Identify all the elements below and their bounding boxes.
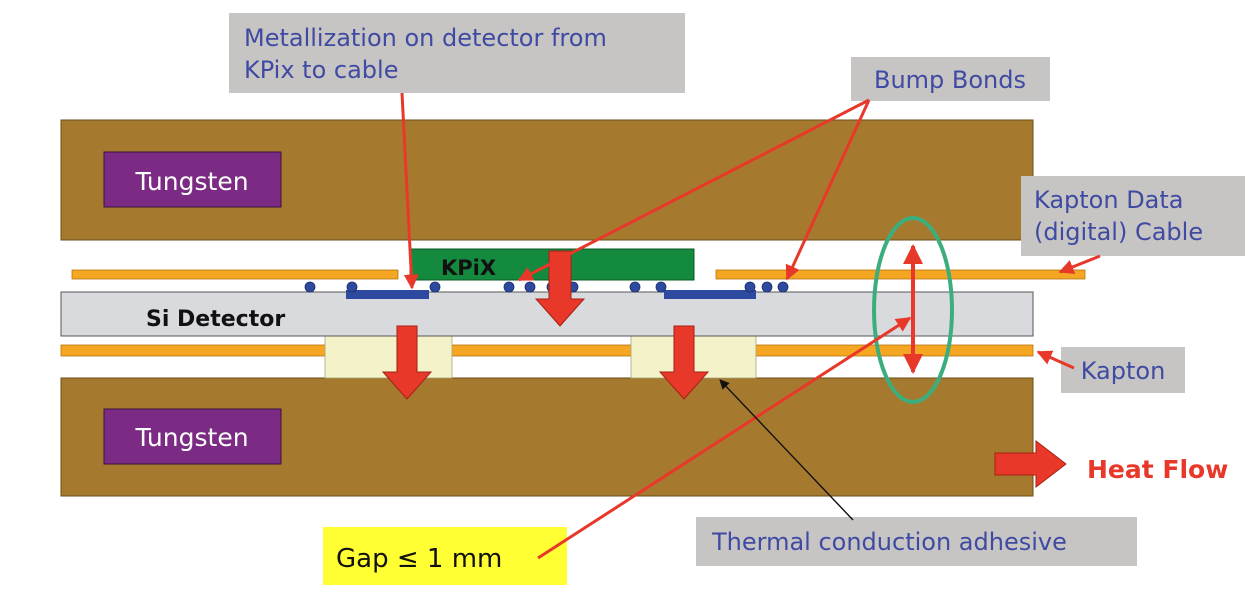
bump-bond — [429, 281, 441, 293]
bump-bond — [304, 281, 316, 293]
kapton-data-cable-callout-text: Kapton Data (digital) Cable — [1034, 186, 1203, 246]
kapton-cable-right — [715, 269, 1086, 280]
metallization-callout-box — [229, 13, 685, 93]
kapton-callout-text: Kapton — [1081, 357, 1166, 385]
heat-arrow-down-left — [381, 325, 433, 400]
heat-arrow-down-chip — [534, 250, 586, 327]
gap-highlight-ellipse — [872, 216, 954, 404]
kpix-label: KPiX — [441, 256, 496, 280]
metallization-pointer — [400, 92, 419, 290]
tungsten-top-label-box — [103, 151, 282, 208]
metallization-line-1: Metallization on detector from — [244, 24, 607, 52]
kapton-callout-box — [1061, 347, 1185, 393]
metallization-pad-left — [346, 290, 429, 299]
bump-bond — [346, 281, 358, 293]
bump-bond — [744, 281, 756, 293]
gap-callout-box — [323, 527, 567, 585]
bump-bond — [524, 281, 536, 293]
thermal-adhesive-callout-box — [696, 517, 1137, 566]
kapton-data-cable-line-1: Kapton Data — [1034, 186, 1184, 214]
si-detector-label: Si Detector — [146, 307, 285, 332]
gap-callout-text: Gap ≤ 1 mm — [336, 544, 502, 574]
bump-bonds-pointer-left — [517, 98, 870, 282]
tungsten-top-label: Tungsten — [134, 167, 248, 196]
bump-bond — [629, 281, 641, 293]
thermal-adhesive-pointer — [719, 379, 854, 521]
metallization-line-2: KPix to cable — [244, 56, 398, 84]
tungsten-bottom-label-box — [103, 408, 282, 465]
kapton-pointer — [1036, 350, 1075, 370]
heat-flow-arrow — [994, 439, 1067, 489]
bump-bond — [503, 281, 515, 293]
kapton-data-cable-line-2: (digital) Cable — [1034, 218, 1203, 246]
bump-bonds-pointer-right — [785, 99, 871, 281]
bump-bond — [777, 281, 789, 293]
bump-bonds-callout-box — [851, 57, 1050, 101]
bump-bonds-callout-text: Bump Bonds — [874, 66, 1026, 94]
heat-arrows-down — [381, 250, 710, 400]
kapton-data-cable-callout-box — [1021, 176, 1245, 256]
bump-bond — [761, 281, 773, 293]
kapton-bottom-strip — [60, 344, 1034, 357]
adhesive-block-left — [324, 335, 453, 379]
metallization-callout-text: Metallization on detector from KPix to c… — [244, 24, 614, 84]
callout-pointers — [400, 92, 1101, 560]
heat-flow-label: Heat Flow — [1087, 455, 1228, 484]
thermal-adhesive-callout-text: Thermal conduction adhesive — [711, 528, 1067, 556]
kapton-cable-left — [71, 269, 399, 280]
tungsten-bottom-label: Tungsten — [134, 423, 248, 452]
metallization-pad-right — [664, 290, 756, 299]
gap-pointer — [537, 316, 912, 560]
kapton-data-cable-pointer — [1058, 254, 1101, 274]
heat-arrow-down-right — [658, 325, 710, 400]
bump-bond — [655, 281, 667, 293]
